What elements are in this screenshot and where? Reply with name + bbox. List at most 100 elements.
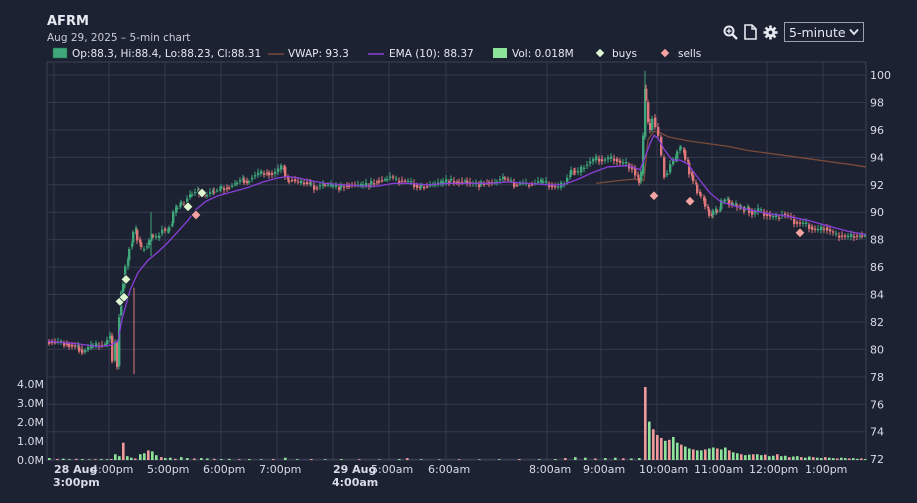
candle	[864, 235, 867, 237]
volume-bar	[130, 457, 133, 460]
candle	[212, 190, 215, 193]
interval-select[interactable]: 5-minute	[784, 22, 864, 42]
candle	[410, 181, 413, 183]
candle	[116, 342, 119, 367]
volume-bar	[860, 458, 863, 460]
candle	[663, 157, 666, 178]
volume-tick-label: 4.0M	[17, 378, 44, 391]
volume-bar	[438, 459, 441, 460]
candle	[277, 168, 280, 172]
candle	[841, 235, 844, 237]
candle	[440, 181, 443, 184]
candle	[148, 240, 151, 246]
candle	[763, 211, 766, 216]
legend-vol-swatch	[493, 48, 507, 58]
candle	[760, 209, 763, 211]
document-icon[interactable]	[742, 23, 758, 41]
candle	[284, 166, 287, 178]
volume-bar	[796, 456, 799, 460]
x-tick-label: 7:00pm	[259, 463, 301, 476]
volume-bar	[206, 458, 209, 460]
volume-bar	[716, 448, 719, 460]
volume-bar	[824, 457, 827, 460]
candle	[151, 236, 154, 238]
candle	[274, 171, 277, 174]
volume-bar	[804, 457, 807, 460]
candle	[365, 182, 368, 186]
volume-bar	[712, 447, 715, 460]
x-tick-label: 9:00am	[583, 463, 625, 476]
candle	[835, 233, 838, 235]
volume-bar	[660, 437, 663, 460]
legend-sells-swatch	[660, 48, 670, 58]
y-tick-label: 88	[870, 234, 884, 247]
candle	[324, 184, 327, 186]
candle	[280, 165, 283, 170]
candle	[389, 176, 392, 178]
candle	[557, 186, 560, 188]
legend-ohlc: Op:88.3, Hi:88.4, Lo:88.23, Cl:88.31	[72, 48, 261, 60]
zoom-in-icon[interactable]	[722, 23, 738, 41]
gear-icon[interactable]	[762, 23, 778, 41]
candle	[660, 136, 663, 156]
y-tick-label: 98	[870, 96, 884, 109]
candle	[616, 158, 619, 162]
candle	[226, 187, 229, 190]
y-tick-label: 84	[870, 289, 884, 302]
ema-line-layer	[47, 134, 867, 348]
volume-bar	[200, 458, 203, 460]
candle	[63, 343, 66, 346]
volume-bar	[260, 459, 263, 460]
candle	[651, 118, 654, 130]
candle	[164, 228, 167, 231]
volume-bar	[800, 457, 803, 460]
x-tick-label: 5:00am	[371, 463, 413, 476]
volume-bar	[169, 457, 172, 460]
volume-bar	[180, 457, 183, 460]
legend-buys: buys	[612, 48, 637, 60]
buy-marker	[196, 187, 208, 199]
volume-bar	[744, 455, 747, 460]
candle	[68, 343, 71, 347]
legend-ema: EMA (10): 88.37	[389, 48, 474, 60]
volume-bar	[652, 429, 655, 460]
candle	[197, 190, 200, 193]
candle	[287, 177, 290, 180]
volume-bar	[310, 459, 313, 460]
candle	[545, 181, 548, 183]
candle	[143, 248, 146, 251]
candle	[766, 213, 769, 217]
candle	[254, 175, 257, 177]
candle	[450, 178, 453, 181]
candle	[461, 181, 464, 183]
candle	[236, 182, 239, 184]
candle	[699, 191, 702, 195]
candle	[692, 175, 695, 182]
x-tick-label: 10:00am	[639, 463, 688, 476]
candle	[847, 235, 850, 237]
buy-marker	[120, 273, 132, 285]
volume-bar	[62, 458, 65, 460]
candle	[161, 229, 164, 234]
candle	[573, 172, 576, 174]
candle	[294, 179, 297, 182]
candle	[392, 176, 395, 178]
candle	[378, 180, 381, 183]
y-tick-label: 86	[870, 261, 884, 274]
candle	[381, 180, 384, 182]
candle	[499, 178, 502, 181]
volume-bar	[139, 454, 142, 460]
candle	[348, 184, 351, 187]
volume-bar	[644, 387, 647, 460]
candle	[386, 178, 389, 181]
volume-bar	[554, 459, 557, 460]
candle	[850, 234, 853, 237]
candle	[122, 283, 125, 295]
chart-grid	[46, 61, 867, 461]
candle	[601, 159, 604, 162]
candle	[853, 236, 856, 238]
candle	[613, 158, 616, 161]
candle	[778, 217, 781, 219]
candle	[478, 184, 481, 187]
